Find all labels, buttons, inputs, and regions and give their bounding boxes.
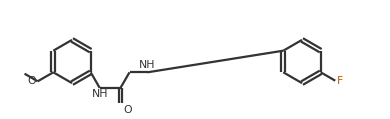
Text: NH: NH xyxy=(139,60,156,70)
Text: O: O xyxy=(123,105,131,115)
Text: NH: NH xyxy=(92,89,108,99)
Text: F: F xyxy=(337,77,343,87)
Text: O: O xyxy=(27,76,36,86)
